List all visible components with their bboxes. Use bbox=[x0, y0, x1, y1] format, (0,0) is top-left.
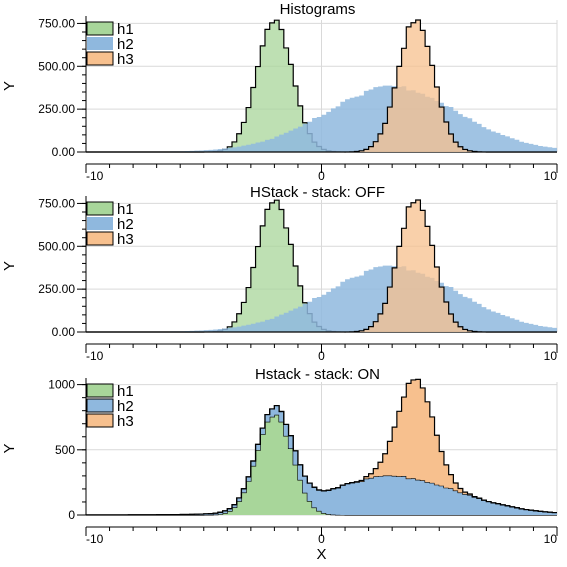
legend-swatch-h3 bbox=[86, 51, 114, 66]
histogram-outline-h3 bbox=[86, 199, 557, 333]
legend-swatch-h3 bbox=[86, 231, 114, 246]
y-tick-label: 250.00 bbox=[38, 102, 75, 116]
y-tick-label: 1000 bbox=[48, 378, 75, 392]
y-tick-label: 750.00 bbox=[38, 16, 75, 30]
y-tick-label: 500 bbox=[55, 443, 75, 457]
histogram-outline-h3 bbox=[85, 378, 557, 516]
y-tick-label: 0.00 bbox=[52, 325, 76, 339]
y-axis-label: Y bbox=[1, 443, 18, 453]
x-tick-label: 0 bbox=[318, 169, 325, 183]
chart-title: HStack - stack: OFF bbox=[250, 184, 385, 201]
y-axis-label: Y bbox=[1, 81, 18, 91]
x-tick-label: 10 bbox=[544, 169, 558, 183]
legend-label-h3: h3 bbox=[117, 413, 134, 430]
y-axis-label: Y bbox=[1, 261, 18, 271]
legend-swatch-h2 bbox=[87, 217, 113, 230]
legend-label-h1: h1 bbox=[117, 21, 134, 38]
legend-swatch-h1 bbox=[86, 201, 114, 216]
legend-swatch-h1 bbox=[86, 21, 114, 36]
histogram-series-h3 bbox=[86, 200, 557, 332]
x-tick-label: -10 bbox=[86, 532, 104, 546]
x-tick-label: 10 bbox=[544, 349, 558, 363]
histogram-series-h3 bbox=[86, 379, 557, 515]
chart-panel-2: HStack - stack: OFF 0.00 250.00 500.00 750.0… bbox=[1, 184, 558, 363]
y-tick-label: 0 bbox=[68, 508, 75, 522]
y-tick-label: 750.00 bbox=[38, 196, 75, 210]
legend-swatch-h2 bbox=[86, 398, 114, 413]
y-tick-label: 250.00 bbox=[38, 282, 75, 296]
y-tick-label: 500.00 bbox=[38, 59, 75, 73]
x-tick-label: 0 bbox=[318, 532, 325, 546]
chart-title: Histograms bbox=[280, 1, 356, 18]
x-tick-label: 0 bbox=[318, 349, 325, 363]
x-axis-label: X bbox=[316, 546, 326, 563]
histogram-outline-h3 bbox=[86, 19, 557, 153]
legend-label-h3: h3 bbox=[117, 51, 134, 68]
histogram-series-h2 bbox=[86, 405, 557, 515]
chart-panel-1: Histograms 0.00 250.00 500.00 750.00 -10 0 10 Yh… bbox=[1, 1, 558, 183]
legend-label-h2: h2 bbox=[117, 398, 134, 415]
y-tick-label: 0.00 bbox=[52, 145, 76, 159]
chart-title: Hstack - stack: ON bbox=[255, 366, 380, 383]
x-tick-label: -10 bbox=[86, 349, 104, 363]
x-tick-label: 10 bbox=[544, 532, 558, 546]
legend-label-h1: h1 bbox=[117, 383, 134, 400]
legend-swatch-h3 bbox=[86, 413, 114, 428]
legend-swatch-h1 bbox=[86, 383, 114, 398]
legend-label-h3: h3 bbox=[117, 231, 134, 248]
legend-label-h2: h2 bbox=[117, 216, 134, 233]
legend-label-h1: h1 bbox=[117, 201, 134, 218]
legend-swatch-h2 bbox=[87, 37, 113, 50]
y-tick-label: 500.00 bbox=[38, 239, 75, 253]
legend-label-h2: h2 bbox=[117, 36, 134, 53]
x-tick-label: -10 bbox=[86, 169, 104, 183]
histogram-series-h3 bbox=[86, 20, 557, 152]
